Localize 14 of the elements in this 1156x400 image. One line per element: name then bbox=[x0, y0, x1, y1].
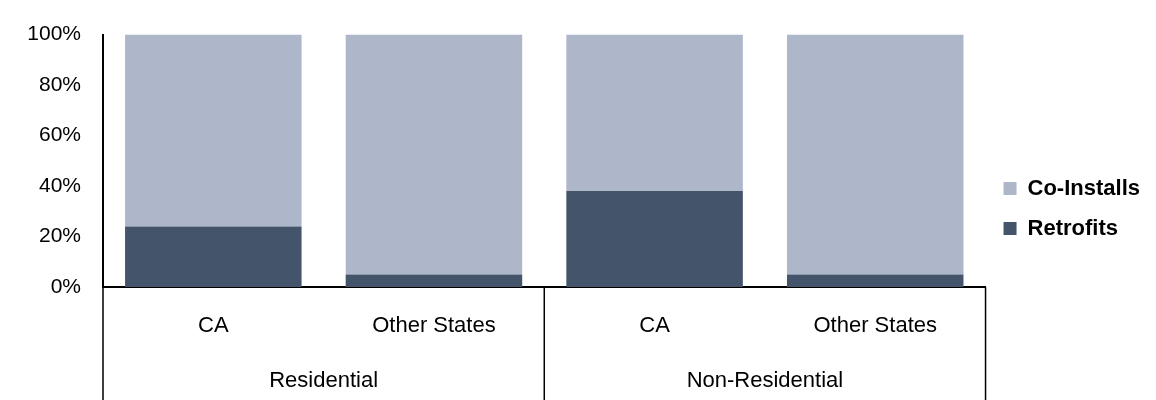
y-tick-label: 0% bbox=[50, 273, 81, 297]
x-tick-label: CA bbox=[639, 312, 671, 338]
y-tick-label: 60% bbox=[38, 122, 81, 146]
y-tick-label: 20% bbox=[38, 223, 81, 247]
x-tick-label: Other States bbox=[813, 312, 937, 338]
y-tick-label: 40% bbox=[38, 172, 81, 196]
y-tick-label: 100% bbox=[27, 21, 81, 45]
text: Residential bbox=[269, 367, 379, 393]
text: Non-Residential bbox=[686, 367, 844, 393]
y-tick-label: 80% bbox=[38, 71, 81, 95]
x-tick-label: CA bbox=[198, 312, 229, 338]
legend-label: Retrofits bbox=[1027, 214, 1118, 240]
legend-label: Co-Installs bbox=[1027, 174, 1141, 200]
x-tick-label: Other States bbox=[372, 312, 496, 338]
